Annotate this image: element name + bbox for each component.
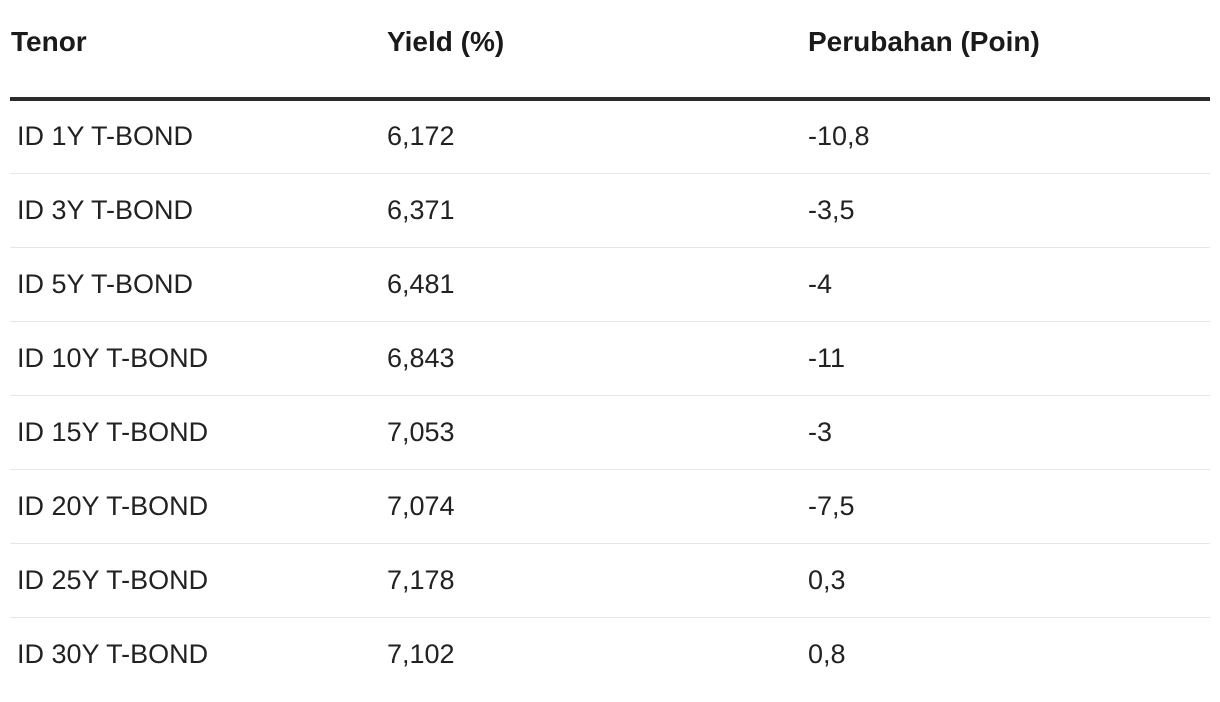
cell-yield: 7,074 xyxy=(387,469,808,544)
bond-yield-table-container: Tenor Yield (%) Perubahan (Poin) ID 1Y T… xyxy=(10,0,1210,691)
header-tenor: Tenor xyxy=(10,0,387,101)
header-row: Tenor Yield (%) Perubahan (Poin) xyxy=(10,0,1210,101)
cell-change: -7,5 xyxy=(808,469,1210,544)
cell-tenor: ID 10Y T-BOND xyxy=(10,321,387,396)
table-header: Tenor Yield (%) Perubahan (Poin) xyxy=(10,0,1210,101)
table-body: ID 1Y T-BOND 6,172 -10,8 ID 3Y T-BOND 6,… xyxy=(10,99,1210,691)
header-change: Perubahan (Poin) xyxy=(808,0,1210,101)
cell-yield: 6,172 xyxy=(387,99,808,174)
table-row: ID 20Y T-BOND 7,074 -7,5 xyxy=(10,469,1210,544)
table-row: ID 30Y T-BOND 7,102 0,8 xyxy=(10,617,1210,691)
table-row: ID 25Y T-BOND 7,178 0,3 xyxy=(10,543,1210,618)
table-row: ID 3Y T-BOND 6,371 -3,5 xyxy=(10,173,1210,248)
cell-yield: 7,178 xyxy=(387,543,808,618)
cell-change: -10,8 xyxy=(808,99,1210,174)
bond-yield-table: Tenor Yield (%) Perubahan (Poin) ID 1Y T… xyxy=(10,0,1210,691)
cell-yield: 7,053 xyxy=(387,395,808,470)
cell-yield: 7,102 xyxy=(387,638,455,669)
cell-tenor: ID 20Y T-BOND xyxy=(10,469,387,544)
cell-tenor: ID 15Y T-BOND xyxy=(10,395,387,470)
cell-yield: 6,481 xyxy=(387,247,808,322)
cell-tenor: ID 30Y T-BOND xyxy=(17,638,209,669)
cell-change: -3 xyxy=(808,395,1210,470)
header-yield: Yield (%) xyxy=(387,0,808,101)
cell-change: -11 xyxy=(808,321,1210,396)
cell-tenor: ID 1Y T-BOND xyxy=(10,99,387,174)
table-row: ID 10Y T-BOND 6,843 -11 xyxy=(10,321,1210,396)
cell-tenor: ID 3Y T-BOND xyxy=(10,173,387,248)
table-row: ID 5Y T-BOND 6,481 -4 xyxy=(10,247,1210,322)
table-row: ID 1Y T-BOND 6,172 -10,8 xyxy=(10,99,1210,174)
cell-change: -4 xyxy=(808,247,1210,322)
table-row: ID 15Y T-BOND 7,053 -3 xyxy=(10,395,1210,470)
cell-yield: 6,371 xyxy=(387,173,808,248)
cell-tenor: ID 5Y T-BOND xyxy=(10,247,387,322)
cell-tenor: ID 25Y T-BOND xyxy=(10,543,387,618)
cell-change: 0,8 xyxy=(808,638,846,669)
cell-change: -3,5 xyxy=(808,173,1210,248)
cell-yield: 6,843 xyxy=(387,321,808,396)
cell-change: 0,3 xyxy=(808,543,1210,618)
